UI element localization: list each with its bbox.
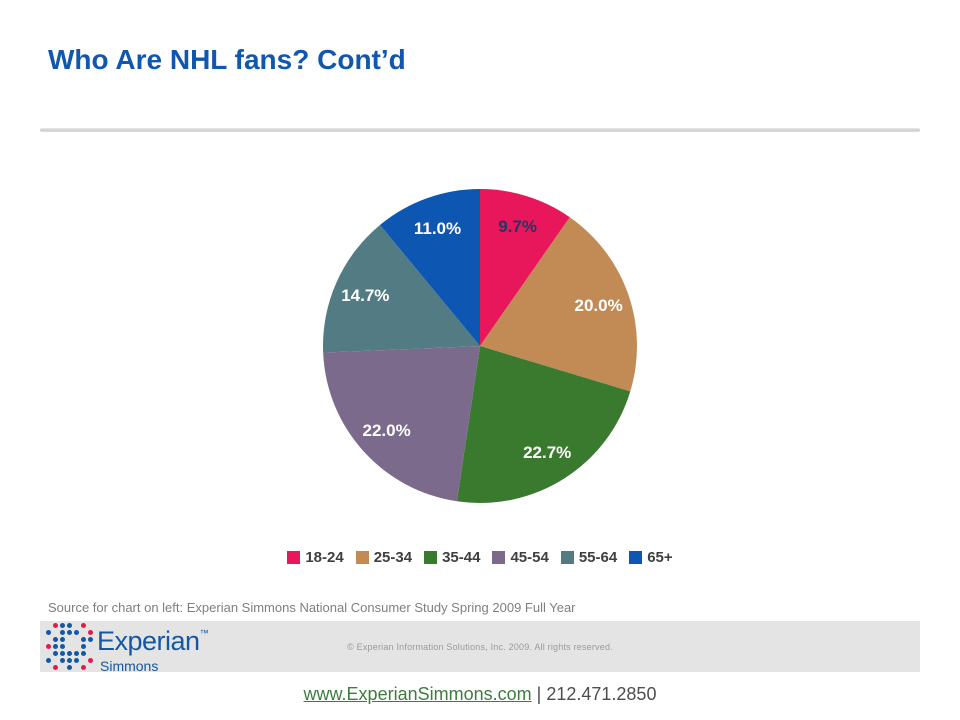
logo-dot: [88, 630, 93, 635]
pie-label-45-54: 22.0%: [362, 421, 410, 440]
experian-logo-icon: [46, 623, 93, 670]
copyright-text: © Experian Information Solutions, Inc. 2…: [347, 642, 613, 652]
website-link[interactable]: www.ExperianSimmons.com: [303, 684, 532, 704]
pie-label-25-34: 20.0%: [574, 296, 622, 315]
logo-dot: [74, 651, 79, 656]
legend-item-35-44: 35-44: [424, 549, 480, 566]
logo-dot: [60, 644, 65, 649]
logo-dot: [53, 623, 58, 628]
legend-item-45-54: 45-54: [492, 549, 549, 566]
legend-swatch-icon: [492, 551, 506, 564]
footer-bar: Experian™ Simmons © Experian Information…: [40, 621, 920, 674]
logo-dot: [60, 637, 65, 642]
pie-slice-45-54: [323, 346, 480, 502]
legend-item-65+: 65+: [629, 549, 673, 566]
logo-dot: [67, 658, 72, 663]
pie-slice-65+: [380, 189, 480, 346]
logo-dot: [67, 630, 72, 635]
logo-dot: [53, 651, 58, 656]
pie-label-18-24: 9.7%: [498, 217, 537, 236]
logo-dot: [81, 665, 86, 670]
logo-dot: [60, 651, 65, 656]
legend-item-25-34: 25-34: [355, 549, 413, 566]
logo-dot: [46, 644, 51, 649]
experian-wordmark: Experian™ Simmons: [97, 626, 209, 674]
trademark-symbol: ™: [199, 628, 209, 638]
legend-label: 45-54: [510, 549, 549, 566]
legend-swatch-icon: [424, 551, 438, 564]
pie-slice-18-24: [480, 189, 570, 346]
logo-dot: [60, 658, 65, 663]
logo-simmons-text: Simmons: [100, 658, 159, 674]
legend-item-18-24: 18-24: [287, 549, 344, 566]
logo-dot: [67, 665, 72, 670]
logo-dot: [81, 623, 86, 628]
logo-dot: [60, 630, 65, 635]
page-title: Who Are NHL fans? Cont’d: [48, 44, 406, 75]
legend-label: 65+: [647, 549, 673, 566]
logo-dot: [67, 651, 72, 656]
logo-dot: [53, 665, 58, 670]
pie-chart: 9.7% 20.0% 22.7% 22.0% 14.7% 11.0%: [322, 189, 638, 504]
chart-legend: 18-24 25-34 35-44 45-54 55-64 65+: [0, 549, 960, 566]
logo-dot: [81, 644, 86, 649]
logo-dot: [46, 630, 51, 635]
pie-label-55-64: 14.7%: [341, 286, 389, 305]
legend-label: 55-64: [578, 549, 618, 566]
logo-dot: [81, 637, 86, 642]
phone-number: 212.471.2850: [546, 684, 657, 704]
logo-dot: [88, 637, 93, 642]
logo-dot: [81, 651, 86, 656]
legend-label: 18-24: [305, 549, 344, 566]
logo-dot: [88, 658, 93, 663]
logo-experian-text: Experian: [97, 626, 200, 656]
pie-slice-25-34: [480, 217, 638, 392]
pie-slice-35-44: [456, 346, 631, 504]
contact-line: www.ExperianSimmons.com | 212.471.2850: [0, 684, 960, 705]
logo-dot: [74, 658, 79, 663]
logo-dot: [60, 623, 65, 628]
logo-dot: [67, 623, 72, 628]
legend-label: 35-44: [442, 549, 481, 566]
legend-label: 25-34: [373, 549, 413, 566]
separator: |: [536, 684, 542, 704]
source-note: Source for chart on left: Experian Simmo…: [48, 600, 576, 615]
logo-dot: [46, 658, 51, 663]
pie-slice-55-64: [322, 224, 480, 353]
legend-swatch-icon: [560, 551, 574, 564]
pie-label-65+: 11.0%: [414, 219, 461, 238]
logo-dot: [53, 637, 58, 642]
legend-swatch-icon: [287, 551, 301, 564]
pie-label-35-44: 22.7%: [523, 443, 571, 462]
legend-swatch-icon: [355, 551, 369, 564]
title-divider: [40, 128, 920, 132]
legend-item-55-64: 55-64: [560, 549, 618, 566]
logo-dot: [74, 630, 79, 635]
logo-dot: [53, 644, 58, 649]
legend-swatch-icon: [629, 551, 643, 564]
